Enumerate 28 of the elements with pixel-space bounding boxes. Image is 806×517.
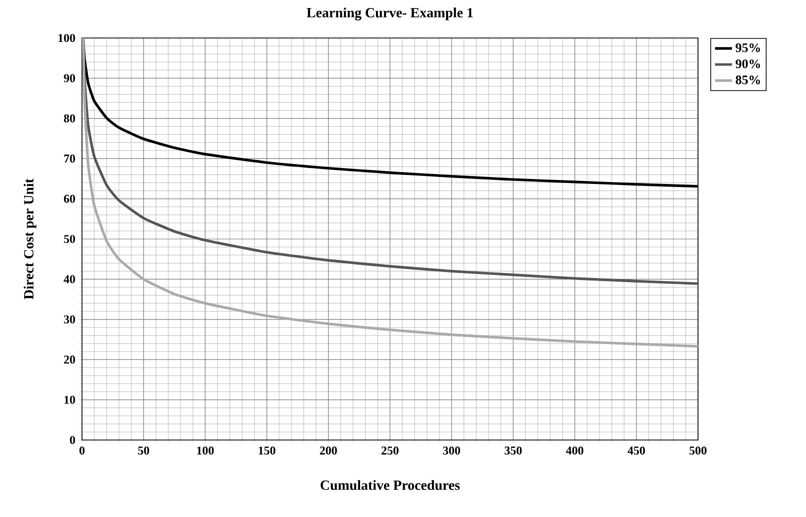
legend-label: 85% (736, 76, 760, 84)
y-tick-label: 100 (58, 34, 76, 42)
x-tick-label: 0 (79, 446, 85, 455)
x-tick-label: 50 (138, 446, 150, 455)
x-tick-label: 450 (628, 446, 645, 455)
x-tick-label: 100 (197, 446, 214, 455)
y-axis-title: Direct Cost per Unit (24, 178, 36, 300)
y-tick-label: 70 (64, 154, 76, 163)
x-tick-label: 200 (320, 446, 337, 455)
y-tick-label: 10 (64, 396, 76, 404)
x-tick-label: 150 (258, 446, 276, 455)
y-tick-label: 60 (64, 194, 76, 203)
x-tick-label: 250 (382, 446, 399, 455)
x-tick-label: 400 (566, 446, 584, 455)
y-tick-label: 30 (64, 315, 76, 324)
y-tick-label: 20 (64, 356, 76, 364)
x-axis-title: Cumulative Procedures (320, 480, 460, 490)
y-tick-label: 50 (64, 234, 76, 244)
legend-label: 95% (736, 43, 760, 52)
legend-label: 90% (736, 59, 760, 68)
y-tick-label: 40 (64, 275, 76, 284)
x-tick-label: 350 (504, 446, 522, 455)
y-tick-label: 0 (70, 436, 76, 444)
x-tick-label: 300 (443, 446, 460, 455)
chart-title: Learning Curve- Example 1 (306, 8, 473, 20)
x-tick-label: 500 (690, 446, 707, 455)
y-tick-label: 90 (64, 74, 76, 82)
y-tick-label: 80 (64, 114, 76, 122)
